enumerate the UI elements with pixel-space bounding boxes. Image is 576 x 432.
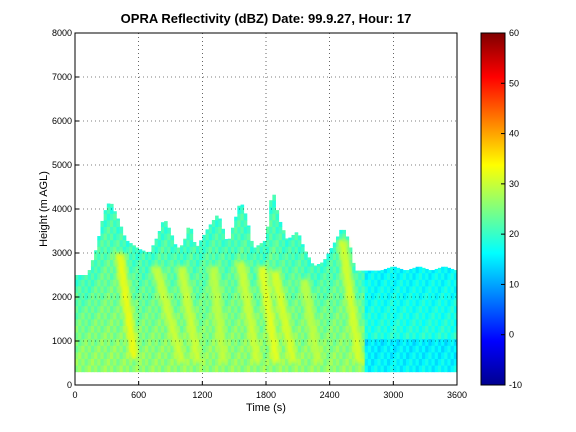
- colorbar-tick-label: 60: [509, 28, 519, 38]
- x-tick-label: 0: [72, 390, 77, 400]
- y-tick-label: 7000: [52, 72, 72, 82]
- y-tick-label: 3000: [52, 248, 72, 258]
- x-tick-label: 1800: [256, 390, 276, 400]
- y-tick-label: 2000: [52, 292, 72, 302]
- grid-lines: [75, 33, 457, 385]
- y-axis-label: Height (m AGL): [38, 171, 50, 247]
- reflectivity-streak: [150, 266, 187, 363]
- y-axis-ticks: 0 1000 2000 3000 4000 5000 6000 7000 8000: [52, 28, 79, 390]
- colorbar-ticks: -10 0 10 20 30 40 50 60: [501, 28, 522, 390]
- reflectivity-streak: [256, 266, 281, 363]
- colorbar-tick-label: -10: [509, 380, 522, 390]
- y-tick-label: 8000: [52, 28, 72, 38]
- reflectivity-streak: [269, 270, 298, 363]
- x-axis-label: Time (s): [246, 402, 286, 414]
- colorbar-tick-label: 30: [509, 179, 519, 189]
- x-axis-ticks: 0 600 1200 1800 2400 3000 3600: [72, 381, 467, 400]
- reflectivity-streak: [235, 261, 262, 363]
- chart-title: OPRA Reflectivity (dBZ) Date: 99.9.27, H…: [121, 11, 412, 26]
- y-tick-label: 6000: [52, 116, 72, 126]
- reflectivity-streak: [337, 239, 364, 363]
- colorbar-tick-label: 0: [509, 330, 514, 340]
- colorbar: [480, 32, 506, 386]
- x-tick-label: 2400: [320, 390, 340, 400]
- x-tick-label: 600: [131, 390, 146, 400]
- colorbar-tick-label: 40: [509, 129, 519, 139]
- y-tick-label: 5000: [52, 160, 72, 170]
- reflectivity-field: [75, 194, 457, 373]
- reflectivity-streak: [207, 266, 228, 363]
- y-tick-label: 4000: [52, 204, 72, 214]
- x-tick-label: 3600: [447, 390, 467, 400]
- colorbar-tick-label: 50: [509, 78, 519, 88]
- y-tick-label: 0: [67, 380, 72, 390]
- x-tick-label: 1200: [192, 390, 212, 400]
- precipitation-streaks: [114, 239, 364, 363]
- x-tick-label: 3000: [383, 390, 403, 400]
- reflectivity-streak: [299, 279, 322, 363]
- reflectivity-streak: [114, 253, 139, 359]
- colorbar-tick-label: 10: [509, 279, 519, 289]
- y-tick-label: 1000: [52, 336, 72, 346]
- reflectivity-streak: [176, 266, 203, 363]
- colorbar-tick-label: 20: [509, 229, 519, 239]
